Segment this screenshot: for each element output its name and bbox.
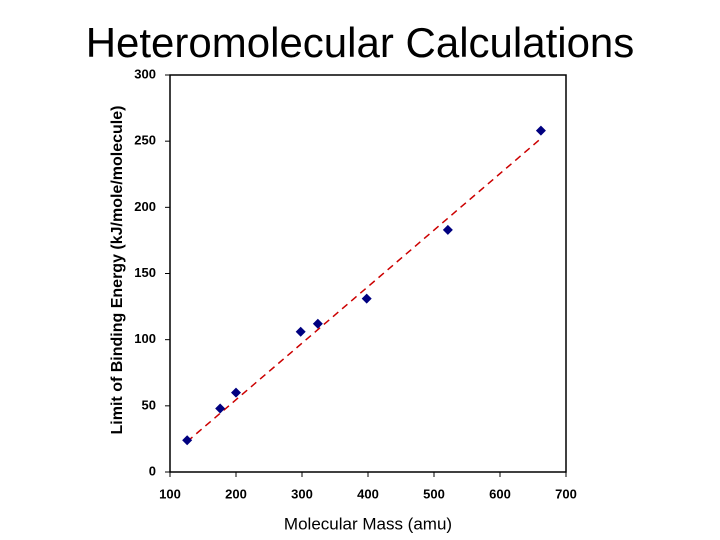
y-tick-label: 250 [134, 133, 156, 148]
marker [442, 224, 453, 235]
x-tick-label: 100 [159, 486, 181, 501]
marker [231, 387, 241, 398]
plot-area [169, 74, 567, 473]
y-tick-label: 50 [142, 397, 156, 412]
y-tick-label: 200 [134, 199, 156, 214]
marker [215, 403, 226, 414]
x-axis-label: Molecular Mass (amu) [284, 514, 452, 533]
y-axis-label: Limit of Binding Energy (kJ/mole/molecul… [109, 106, 126, 435]
x-tick-label: 400 [357, 486, 379, 501]
chart-title: Heteromolecular Calculations [86, 19, 635, 66]
y-tick-label: 0 [149, 463, 156, 478]
x-tick-label: 200 [225, 486, 247, 501]
x-tick-label: 600 [489, 486, 511, 501]
marker [182, 435, 193, 446]
y-tick-label: 300 [134, 66, 156, 81]
y-tick-label: 100 [134, 331, 156, 346]
y-tick-label: 150 [134, 265, 156, 280]
marker [535, 125, 546, 136]
x-tick-label: 700 [555, 486, 577, 501]
x-tick-label: 500 [423, 486, 445, 501]
marker [361, 293, 372, 304]
marker [295, 326, 306, 337]
marker [312, 318, 323, 329]
x-tick-label: 300 [291, 486, 313, 501]
trendline [186, 137, 542, 443]
